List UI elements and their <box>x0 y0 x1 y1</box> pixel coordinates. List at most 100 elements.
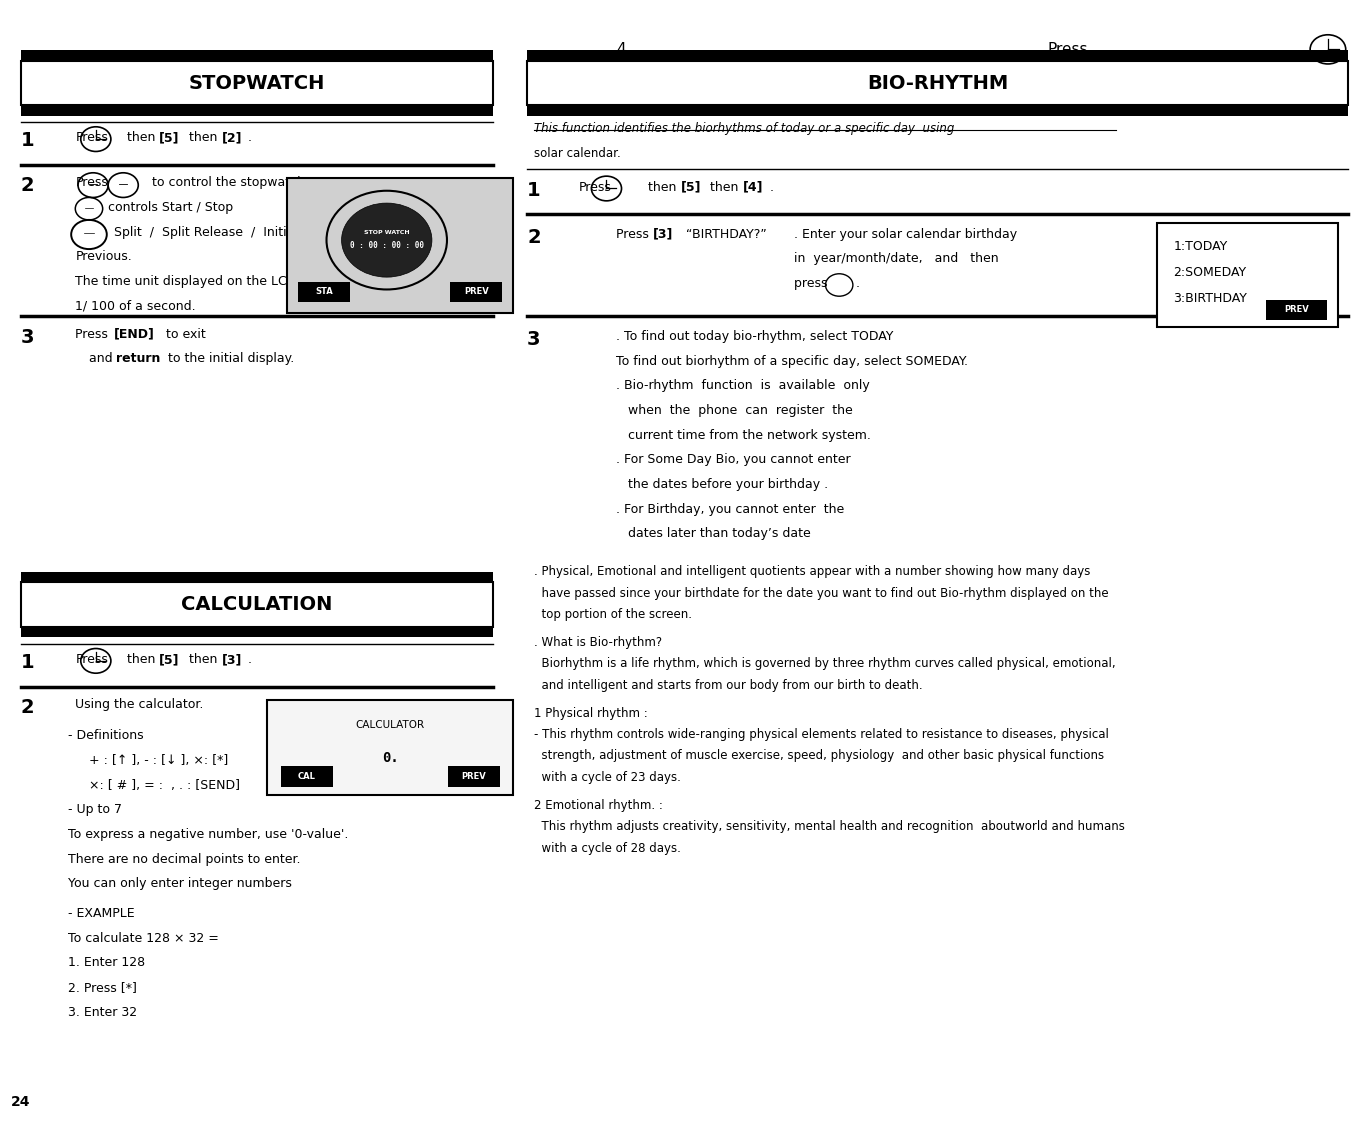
Text: + : [↑ ], - : [↓ ], ×: [*]: + : [↑ ], - : [↓ ], ×: [*] <box>89 754 229 767</box>
Text: Press: Press <box>1047 42 1088 56</box>
FancyBboxPatch shape <box>287 178 513 313</box>
Text: 2 Emotional rhythm. :: 2 Emotional rhythm. : <box>534 799 663 812</box>
Text: . For Birthday, you cannot enter  the: . For Birthday, you cannot enter the <box>616 503 845 516</box>
FancyBboxPatch shape <box>21 572 493 582</box>
FancyBboxPatch shape <box>527 105 1348 116</box>
Text: 1: 1 <box>21 131 34 150</box>
Circle shape <box>341 203 433 277</box>
Text: PREV: PREV <box>1284 305 1309 314</box>
Text: .: . <box>248 653 252 666</box>
Text: “BIRTHDAY?”: “BIRTHDAY?” <box>682 228 767 241</box>
Text: Press: Press <box>616 228 653 241</box>
Text: press: press <box>794 277 831 291</box>
Text: Press: Press <box>75 131 108 145</box>
Text: . Physical, Emotional and intelligent quotients appear with a number showing how: . Physical, Emotional and intelligent qu… <box>534 565 1090 579</box>
Text: .: . <box>769 181 773 194</box>
FancyBboxPatch shape <box>298 282 350 302</box>
Text: Previous.: Previous. <box>75 250 131 264</box>
Text: [5]: [5] <box>680 181 701 194</box>
FancyBboxPatch shape <box>1266 300 1327 320</box>
FancyBboxPatch shape <box>448 766 500 787</box>
Text: then: then <box>185 653 222 666</box>
Text: in  year/month/date,   and   then: in year/month/date, and then <box>794 252 998 266</box>
Text: 2: 2 <box>527 228 541 247</box>
Text: To find out biorhythm of a specific day, select SOMEDAY.: To find out biorhythm of a specific day,… <box>616 355 968 368</box>
Text: [2]: [2] <box>222 131 242 145</box>
FancyBboxPatch shape <box>21 50 493 61</box>
Text: Using the calculator.: Using the calculator. <box>75 698 204 711</box>
Text: 0 : 00 : 00 : 00: 0 : 00 : 00 : 00 <box>349 241 424 250</box>
Text: current time from the network system.: current time from the network system. <box>616 429 871 442</box>
Text: with a cycle of 28 days.: with a cycle of 28 days. <box>534 842 680 855</box>
Text: . What is Bio-rhythm?: . What is Bio-rhythm? <box>534 636 663 650</box>
Text: to exit: to exit <box>162 328 205 341</box>
Text: - Up to 7: - Up to 7 <box>68 803 122 817</box>
Text: Split  /  Split Release  /  Initiate  /: Split / Split Release / Initiate / <box>114 226 319 239</box>
Text: This rhythm adjusts creativity, sensitivity, mental health and recognition  abou: This rhythm adjusts creativity, sensitiv… <box>534 820 1125 834</box>
Text: 1: 1 <box>21 653 34 672</box>
FancyBboxPatch shape <box>21 105 493 116</box>
Text: The time unit displayed on the LCD in: The time unit displayed on the LCD in <box>75 275 312 288</box>
Text: 3: 3 <box>527 330 541 349</box>
Text: 0.: 0. <box>382 752 398 765</box>
Text: 2:SOMEDAY: 2:SOMEDAY <box>1173 266 1246 279</box>
Text: CAL: CAL <box>297 772 316 781</box>
Text: ×: [ # ], = :  , . : [SEND]: ×: [ # ], = : , . : [SEND] <box>89 779 240 792</box>
Text: 1. Enter 128: 1. Enter 128 <box>68 956 145 969</box>
Text: STOP WATCH: STOP WATCH <box>364 230 409 234</box>
Text: PREV: PREV <box>461 772 486 781</box>
Text: [3]: [3] <box>653 228 674 241</box>
Text: .: . <box>248 131 252 145</box>
Text: top portion of the screen.: top portion of the screen. <box>534 608 691 622</box>
Text: [4]: [4] <box>743 181 764 194</box>
Text: [3]: [3] <box>222 653 242 666</box>
Text: and intelligent and starts from our body from our birth to death.: and intelligent and starts from our body… <box>534 679 923 692</box>
Text: STA: STA <box>316 287 333 296</box>
Text: .: . <box>856 277 860 291</box>
Text: 1/ 100 of a second.: 1/ 100 of a second. <box>75 300 196 313</box>
Text: There are no decimal points to enter.: There are no decimal points to enter. <box>68 853 301 866</box>
Text: CALCULATION: CALCULATION <box>181 596 333 614</box>
Text: to the initial display.: to the initial display. <box>164 352 294 366</box>
Text: then: then <box>706 181 743 194</box>
FancyBboxPatch shape <box>21 582 493 627</box>
Text: 4.: 4. <box>616 42 631 56</box>
Text: This function identifies the biorhythms of today or a specific day  using: This function identifies the biorhythms … <box>534 122 954 136</box>
Text: You can only enter integer numbers: You can only enter integer numbers <box>68 877 293 891</box>
Text: 2. Press [*]: 2. Press [*] <box>68 981 137 994</box>
Text: . To find out today bio-rhythm, select TODAY: . To find out today bio-rhythm, select T… <box>616 330 894 343</box>
Text: Press: Press <box>75 176 108 190</box>
Text: [5]: [5] <box>159 653 179 666</box>
Text: when  the  phone  can  register  the: when the phone can register the <box>616 404 853 417</box>
Text: then: then <box>127 653 160 666</box>
Text: strength, adjustment of muscle exercise, speed, physiology  and other basic phys: strength, adjustment of muscle exercise,… <box>534 749 1103 763</box>
Text: PREV: PREV <box>464 287 489 296</box>
Text: . Enter your solar calendar birthday: . Enter your solar calendar birthday <box>794 228 1017 241</box>
Text: BIO-RHYTHM: BIO-RHYTHM <box>867 74 1009 92</box>
Text: - EXAMPLE: - EXAMPLE <box>68 907 136 920</box>
Text: [5]: [5] <box>159 131 179 145</box>
Text: [END]: [END] <box>114 328 155 341</box>
Text: Press: Press <box>75 328 112 341</box>
Text: 3. Enter 32: 3. Enter 32 <box>68 1005 137 1019</box>
Text: . For Some Day Bio, you cannot enter: . For Some Day Bio, you cannot enter <box>616 453 850 467</box>
Text: with a cycle of 23 days.: with a cycle of 23 days. <box>534 771 680 784</box>
Text: To calculate 128 × 32 =: To calculate 128 × 32 = <box>68 931 219 945</box>
FancyBboxPatch shape <box>267 700 513 795</box>
Text: 1: 1 <box>527 181 541 200</box>
Text: CALCULATOR: CALCULATOR <box>356 720 424 729</box>
FancyBboxPatch shape <box>1157 223 1338 327</box>
Text: controls Start / Stop: controls Start / Stop <box>108 201 233 214</box>
FancyBboxPatch shape <box>21 61 493 105</box>
Text: 2: 2 <box>21 698 34 717</box>
FancyBboxPatch shape <box>21 627 493 637</box>
Text: 3:BIRTHDAY: 3:BIRTHDAY <box>1173 292 1247 305</box>
Text: return: return <box>116 352 160 366</box>
Text: 2: 2 <box>21 176 34 195</box>
FancyBboxPatch shape <box>527 50 1348 61</box>
Text: to control the stopwatch.: to control the stopwatch. <box>152 176 309 190</box>
Text: the dates before your birthday .: the dates before your birthday . <box>616 478 828 491</box>
Text: STOPWATCH: STOPWATCH <box>189 74 324 92</box>
Text: dates later than today’s date: dates later than today’s date <box>616 527 810 541</box>
Text: 3: 3 <box>21 328 34 347</box>
